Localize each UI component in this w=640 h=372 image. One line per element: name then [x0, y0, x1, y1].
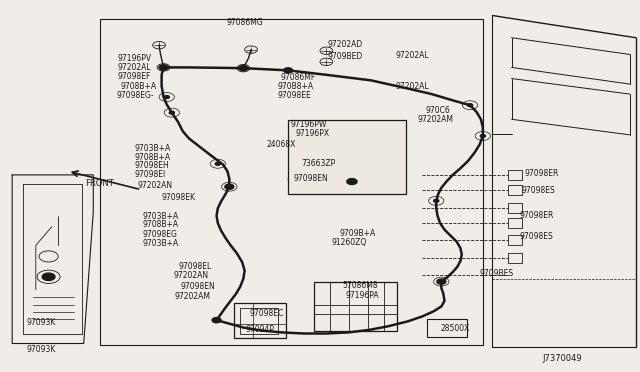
Circle shape — [225, 184, 234, 189]
Bar — [508, 253, 522, 263]
Bar — [508, 185, 522, 195]
Text: 97098EF: 97098EF — [118, 72, 151, 81]
Text: 97196PV: 97196PV — [118, 54, 152, 62]
Text: 97098EN: 97098EN — [293, 174, 328, 183]
Text: 97098ER: 97098ER — [524, 169, 559, 177]
Text: J7370049: J7370049 — [542, 354, 582, 363]
Circle shape — [227, 185, 232, 188]
Text: 9703B+A: 9703B+A — [143, 239, 179, 248]
Bar — [508, 203, 522, 214]
Text: 97202AL: 97202AL — [396, 82, 429, 91]
Text: 97098EG: 97098EG — [143, 230, 177, 239]
Circle shape — [480, 135, 485, 137]
Text: 970B8+A: 970B8+A — [277, 82, 314, 91]
Circle shape — [284, 68, 292, 73]
Text: 97098EH: 97098EH — [135, 161, 170, 170]
Text: 97202AM: 97202AM — [174, 292, 211, 301]
Text: 97086MF: 97086MF — [280, 73, 316, 82]
Text: 97196PX: 97196PX — [296, 129, 330, 138]
Circle shape — [170, 111, 174, 114]
Bar — [240, 308, 278, 334]
Text: 9708B+A: 9708B+A — [135, 153, 171, 161]
Text: 97098EI: 97098EI — [135, 170, 166, 179]
Text: 970C6: 970C6 — [426, 106, 450, 115]
Text: 97098EC: 97098EC — [250, 310, 284, 318]
Text: 97202AN: 97202AN — [138, 181, 173, 190]
Circle shape — [212, 318, 221, 323]
Bar — [314, 282, 397, 331]
Circle shape — [437, 279, 446, 284]
Text: 9709BES: 9709BES — [479, 269, 514, 278]
Bar — [288, 120, 406, 194]
Bar — [428, 319, 467, 337]
Text: 97202AL: 97202AL — [118, 63, 151, 72]
Text: 97098ER: 97098ER — [519, 211, 554, 220]
Bar — [508, 170, 522, 180]
Text: 73663ZP: 73663ZP — [301, 159, 335, 168]
Text: 57086M8: 57086M8 — [342, 281, 378, 290]
Text: 97098EL: 97098EL — [178, 262, 211, 271]
Circle shape — [439, 280, 444, 283]
Bar — [234, 303, 286, 338]
Circle shape — [239, 65, 248, 71]
Circle shape — [215, 162, 220, 165]
Circle shape — [159, 65, 168, 70]
Bar — [508, 235, 522, 245]
Text: 9709B+A: 9709B+A — [339, 229, 376, 238]
Text: 97093K: 97093K — [26, 318, 56, 327]
Text: 97202AN: 97202AN — [173, 271, 208, 280]
Text: 97086MG: 97086MG — [227, 19, 264, 28]
Text: 97202AL: 97202AL — [396, 51, 429, 60]
Bar — [508, 218, 522, 228]
Circle shape — [434, 199, 439, 202]
Text: 97098ES: 97098ES — [521, 186, 555, 195]
Bar — [100, 19, 483, 345]
Text: 97098EE: 97098EE — [277, 92, 311, 100]
Text: 97202AD: 97202AD — [328, 40, 363, 49]
Text: 9708B+A: 9708B+A — [143, 221, 179, 230]
Text: 91260ZQ: 91260ZQ — [332, 238, 367, 247]
Text: 9709BED: 9709BED — [328, 52, 363, 61]
Text: 97093K: 97093K — [26, 345, 56, 354]
Text: 97098EN: 97098EN — [180, 282, 216, 291]
Text: 97196PA: 97196PA — [346, 291, 379, 300]
Text: 97094P: 97094P — [245, 325, 275, 334]
Text: 97202AM: 97202AM — [417, 115, 453, 124]
Text: 9708B+A: 9708B+A — [121, 82, 157, 91]
Text: 24068X: 24068X — [266, 140, 296, 149]
Circle shape — [347, 179, 357, 185]
Text: 97098EK: 97098EK — [162, 193, 196, 202]
Circle shape — [42, 273, 55, 280]
Text: 9703B+A: 9703B+A — [135, 144, 171, 153]
Circle shape — [164, 96, 170, 99]
Text: 97196PW: 97196PW — [291, 121, 327, 129]
Text: FRONT: FRONT — [85, 179, 114, 187]
Circle shape — [467, 104, 472, 107]
Text: 28500X: 28500X — [440, 324, 469, 333]
Text: 9703B+A: 9703B+A — [143, 212, 179, 221]
Text: 97098ES: 97098ES — [519, 231, 553, 241]
Text: 97098EG-: 97098EG- — [117, 91, 154, 100]
